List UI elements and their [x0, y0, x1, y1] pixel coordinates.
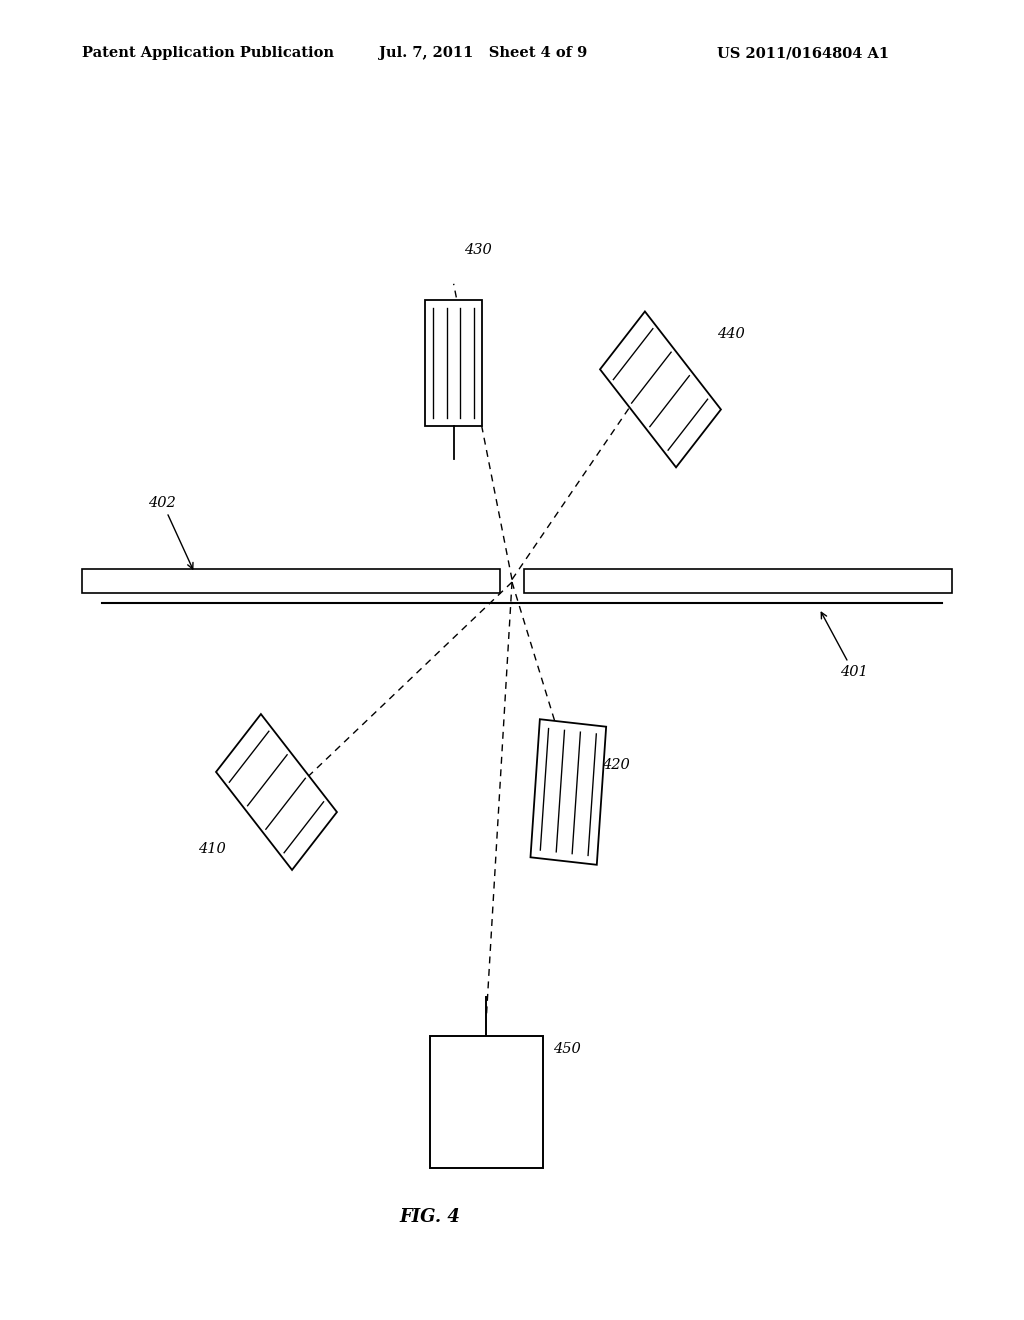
Text: Jul. 7, 2011   Sheet 4 of 9: Jul. 7, 2011 Sheet 4 of 9: [379, 46, 587, 61]
Text: 401: 401: [821, 612, 867, 680]
Polygon shape: [530, 719, 606, 865]
Polygon shape: [600, 312, 721, 467]
Text: 402: 402: [148, 495, 193, 569]
Polygon shape: [216, 714, 337, 870]
Text: 450: 450: [553, 1041, 581, 1056]
Text: 430: 430: [464, 243, 492, 257]
Bar: [82, 569, 500, 593]
Text: 420: 420: [602, 758, 630, 772]
Text: FIG. 4: FIG. 4: [399, 1208, 461, 1226]
Bar: [524, 569, 952, 593]
Text: Patent Application Publication: Patent Application Publication: [82, 46, 334, 61]
Bar: [430, 1036, 543, 1168]
Text: 440: 440: [717, 326, 744, 341]
Text: US 2011/0164804 A1: US 2011/0164804 A1: [717, 46, 889, 61]
Text: 410: 410: [198, 842, 225, 857]
Bar: [426, 301, 481, 425]
